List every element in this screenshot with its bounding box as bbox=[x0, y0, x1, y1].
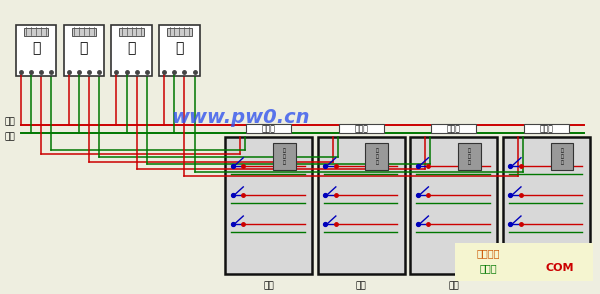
Text: 孙: 孙 bbox=[127, 41, 136, 55]
Text: COM: COM bbox=[545, 263, 574, 273]
Bar bbox=[159, 25, 200, 76]
Text: 火线: 火线 bbox=[4, 117, 15, 126]
Bar bbox=[16, 25, 56, 76]
Bar bbox=[71, 28, 96, 36]
Text: 保安器: 保安器 bbox=[447, 124, 461, 133]
Text: 钱: 钱 bbox=[80, 41, 88, 55]
Bar bbox=[410, 137, 497, 274]
Bar bbox=[365, 143, 388, 171]
Text: 断
路
器: 断 路 器 bbox=[560, 148, 563, 165]
Text: 保安器: 保安器 bbox=[539, 124, 553, 133]
Text: 零线: 零线 bbox=[4, 133, 15, 142]
Text: 赵家: 赵家 bbox=[263, 281, 274, 290]
Bar bbox=[431, 124, 476, 133]
Bar bbox=[111, 25, 152, 76]
Bar bbox=[458, 143, 481, 171]
Bar bbox=[246, 124, 291, 133]
Text: 断
路
器: 断 路 器 bbox=[376, 148, 378, 165]
Text: 孙家: 孙家 bbox=[448, 281, 459, 290]
Text: 赵: 赵 bbox=[32, 41, 40, 55]
Text: 钱家: 钱家 bbox=[356, 281, 367, 290]
Bar bbox=[119, 28, 144, 36]
Bar bbox=[167, 28, 191, 36]
Bar bbox=[551, 143, 573, 171]
Text: 断
路
器: 断 路 器 bbox=[283, 148, 286, 165]
Text: 断
路
器: 断 路 器 bbox=[468, 148, 471, 165]
Text: www.pw0.cn: www.pw0.cn bbox=[171, 108, 310, 127]
Text: 保安器: 保安器 bbox=[262, 124, 275, 133]
Bar bbox=[455, 243, 593, 281]
Text: 保安器: 保安器 bbox=[354, 124, 368, 133]
Bar bbox=[339, 124, 383, 133]
Bar bbox=[64, 25, 104, 76]
Text: 季: 季 bbox=[175, 41, 184, 55]
Bar bbox=[318, 137, 404, 274]
Bar bbox=[524, 124, 569, 133]
Bar bbox=[24, 28, 48, 36]
Text: 电工之家: 电工之家 bbox=[476, 248, 500, 258]
Bar bbox=[226, 137, 312, 274]
Text: 接线图: 接线图 bbox=[479, 263, 497, 273]
Bar bbox=[273, 143, 296, 171]
Bar bbox=[503, 137, 590, 274]
